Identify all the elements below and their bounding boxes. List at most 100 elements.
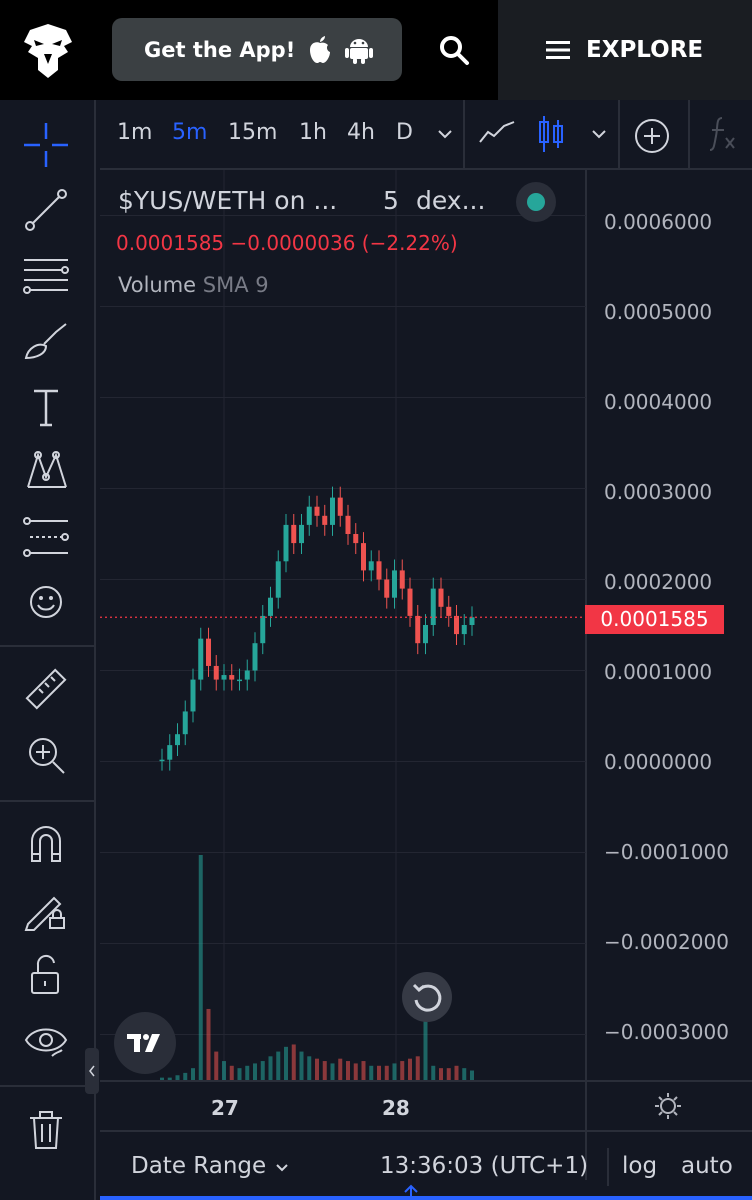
- explore-label: EXPLORE: [586, 37, 704, 63]
- candle-body: [237, 679, 242, 682]
- ruler-icon[interactable]: [22, 666, 70, 714]
- text-icon[interactable]: [22, 383, 70, 431]
- price-tick: 0.0002000: [604, 570, 713, 594]
- add-indicator-icon[interactable]: [634, 118, 670, 154]
- lock-drawing-icon[interactable]: [22, 886, 70, 934]
- log-scale-toggle[interactable]: log: [622, 1153, 658, 1179]
- candlestick-icon[interactable]: [536, 114, 566, 154]
- candle-body: [175, 734, 180, 746]
- timeframe-1m[interactable]: 1m: [117, 120, 153, 145]
- eagle-logo[interactable]: [22, 22, 74, 80]
- magnet-icon[interactable]: [22, 821, 70, 869]
- chart-grid: [100, 170, 586, 1080]
- get-app-label: Get the App!: [144, 37, 296, 62]
- volume-bar: [276, 1051, 281, 1080]
- trash-icon[interactable]: [22, 1106, 70, 1154]
- chevron-left-icon: [89, 1065, 95, 1077]
- trend-line-icon[interactable]: [22, 186, 70, 234]
- collapse-sidebar-button[interactable]: [85, 1048, 99, 1094]
- candle-body: [283, 524, 289, 562]
- eye-icon[interactable]: [22, 1016, 70, 1064]
- candle-body: [167, 745, 173, 760]
- sidebar-divider: [0, 1085, 94, 1087]
- search-icon[interactable]: [438, 34, 470, 66]
- explore-menu-button[interactable]: EXPLORE: [498, 0, 752, 100]
- price-axis-divider: [585, 170, 587, 1180]
- candle-body: [330, 497, 335, 525]
- chart-pane[interactable]: [100, 170, 586, 1080]
- time-axis[interactable]: [100, 1080, 752, 1130]
- candle-body: [446, 606, 452, 616]
- sidebar-divider: [0, 645, 94, 647]
- candle-body: [368, 561, 374, 571]
- get-app-button[interactable]: Get the App!: [112, 18, 402, 81]
- candle-body: [399, 570, 405, 589]
- clock-timezone[interactable]: 13:36:03 (UTC+1): [380, 1153, 589, 1179]
- emoji-icon[interactable]: [22, 578, 70, 626]
- price-tick: 0.0001000: [604, 660, 713, 684]
- volume-bar: [462, 1068, 467, 1080]
- market-status-indicator[interactable]: [516, 182, 556, 222]
- axis-corner-divider: [585, 1080, 587, 1130]
- chevron-down-icon[interactable]: [436, 128, 454, 140]
- volume-bar: [284, 1046, 288, 1080]
- fib-retracement-icon[interactable]: [22, 252, 70, 300]
- toolbar-divider: [463, 100, 465, 168]
- tv-logo-icon: [127, 1034, 160, 1052]
- android-icon: [345, 38, 374, 64]
- chevron-down-icon: [275, 1164, 288, 1172]
- reset-chart-button[interactable]: [402, 972, 452, 1022]
- brush-icon[interactable]: [22, 318, 70, 366]
- candle-body: [322, 515, 328, 525]
- timeframe-1h[interactable]: 1h: [299, 120, 327, 145]
- volume-bar: [392, 1063, 397, 1080]
- volume-bar: [338, 1058, 343, 1080]
- symbol-title[interactable]: $YUS/WETH on ...: [118, 186, 338, 215]
- tradingview-logo[interactable]: [114, 1012, 176, 1074]
- candle-body: [190, 679, 196, 712]
- candle-body: [221, 675, 227, 680]
- date-range-label: Date Range: [131, 1153, 267, 1179]
- pattern-icon[interactable]: [22, 447, 70, 495]
- candle-body: [353, 534, 359, 544]
- toolbar-divider: [688, 100, 690, 168]
- timeframe-D[interactable]: D: [396, 120, 413, 145]
- chevron-down-icon[interactable]: [590, 128, 608, 140]
- price-change-readout: 0.0001585 −0.0000036 (−2.22%): [116, 231, 458, 255]
- volume-bar: [222, 1061, 226, 1080]
- timeframe-15m[interactable]: 15m: [228, 120, 278, 145]
- zoom-in-icon[interactable]: [22, 731, 70, 779]
- candle-body: [415, 615, 421, 644]
- candle-body: [314, 506, 320, 516]
- bottom-divider: [607, 1148, 609, 1186]
- candle-body: [275, 561, 281, 598]
- candle-body: [306, 506, 312, 525]
- timeframe-4h[interactable]: 4h: [347, 120, 375, 145]
- volume-bar: [183, 1072, 188, 1080]
- candle-body: [384, 579, 390, 598]
- crosshair-icon[interactable]: [22, 121, 70, 169]
- current-price-tag: 0.0001585: [585, 605, 724, 634]
- volume-bar: [353, 1063, 358, 1080]
- auto-scale-toggle[interactable]: auto: [681, 1153, 733, 1179]
- price-tick: −0.0002000: [604, 930, 729, 954]
- menu-icon: [546, 41, 570, 59]
- volume-bar: [260, 1061, 265, 1080]
- prediction-icon[interactable]: [22, 513, 70, 561]
- line-chart-icon[interactable]: [478, 118, 516, 148]
- volume-bar: [431, 1065, 436, 1080]
- unlock-icon[interactable]: [22, 951, 70, 999]
- timeframe-5m[interactable]: 5m: [172, 120, 208, 145]
- date-range-button[interactable]: Date Range: [131, 1153, 290, 1179]
- volume-legend[interactable]: Volume SMA 9: [118, 273, 269, 297]
- settings-icon[interactable]: [652, 1090, 684, 1122]
- candle-body: [407, 588, 413, 616]
- candle-body: [244, 670, 250, 680]
- rotate-left-icon: [412, 983, 442, 1012]
- fx-icon[interactable]: [708, 116, 738, 154]
- volume-bar: [384, 1065, 389, 1080]
- volume-bar: [446, 1068, 451, 1080]
- volume-bar: [214, 1051, 219, 1080]
- candle-body: [438, 588, 444, 607]
- volume-bar: [415, 1056, 420, 1080]
